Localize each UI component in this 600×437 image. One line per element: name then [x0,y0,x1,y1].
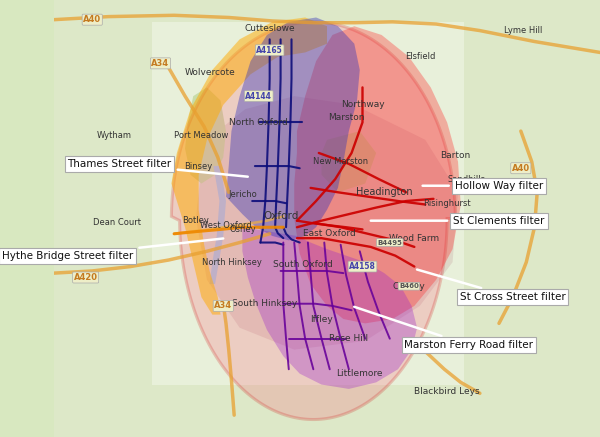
Text: A4158: A4158 [349,262,376,271]
Text: Wood Farm: Wood Farm [389,234,439,243]
Polygon shape [209,166,226,284]
Text: Port Meadow: Port Meadow [174,131,229,140]
Text: Marston Ferry Road filter: Marston Ferry Road filter [354,307,533,350]
Text: A40: A40 [512,164,530,173]
Text: South Hinksey: South Hinksey [232,299,297,308]
Text: Cutteslowe: Cutteslowe [244,24,295,33]
Polygon shape [226,17,360,240]
Text: Jericho: Jericho [228,190,257,199]
Text: Horspath: Horspath [488,295,526,304]
Text: A4144: A4144 [245,92,272,101]
Text: Northway: Northway [341,101,385,109]
Text: Dean Court: Dean Court [93,218,141,227]
Text: Oxford: Oxford [263,212,298,221]
Text: Botley: Botley [182,216,209,225]
Text: North Hinksey: North Hinksey [202,258,262,267]
Text: Sandhills: Sandhills [447,175,485,184]
Text: Wytham: Wytham [97,131,131,140]
Text: Elsfield: Elsfield [404,52,435,61]
Polygon shape [172,17,327,315]
Text: A34: A34 [151,59,170,68]
Polygon shape [322,131,376,192]
Text: Hythe Bridge Street filter: Hythe Bridge Street filter [2,239,223,260]
Text: New Marston: New Marston [313,157,368,166]
Text: St Cross Street filter: St Cross Street filter [417,270,566,302]
Text: Binsey: Binsey [185,162,213,170]
Text: Wolvercote: Wolvercote [184,68,235,76]
Bar [54,0,152,437]
Text: Littlemore: Littlemore [337,369,383,378]
Text: A40: A40 [83,15,101,24]
Text: St Clements filter: St Clements filter [371,216,545,225]
Text: Iffley: Iffley [310,315,333,323]
Text: A420: A420 [74,273,98,282]
Text: Barton: Barton [440,151,470,160]
Polygon shape [294,26,461,323]
Text: B460: B460 [399,283,419,289]
Bar [54,385,600,437]
Text: Rose Hill: Rose Hill [329,334,368,343]
Polygon shape [242,227,417,389]
Text: Hollow Way filter: Hollow Way filter [422,181,543,191]
Text: B4495: B4495 [377,239,402,246]
Polygon shape [185,87,226,184]
Text: Lyme Hill: Lyme Hill [505,26,543,35]
Text: A4165: A4165 [256,46,283,55]
Bar [464,0,600,437]
Text: West Oxford: West Oxford [200,221,252,229]
Text: Osney: Osney [229,225,256,234]
Text: Blackbird Leys: Blackbird Leys [415,387,480,395]
Text: Thames Street filter: Thames Street filter [67,159,248,177]
Text: Risinghurst: Risinghurst [424,199,471,208]
Bar [54,0,600,22]
Text: North Oxford: North Oxford [229,118,288,127]
Text: Cowley: Cowley [392,282,425,291]
Text: South Oxford: South Oxford [272,260,332,269]
Text: East Oxford: East Oxford [304,229,356,238]
Polygon shape [172,22,455,420]
Text: A4142: A4142 [415,341,442,350]
Text: Headington: Headington [356,187,413,197]
Polygon shape [196,96,458,350]
Text: Marston: Marston [328,114,364,122]
Text: A34: A34 [214,302,232,310]
